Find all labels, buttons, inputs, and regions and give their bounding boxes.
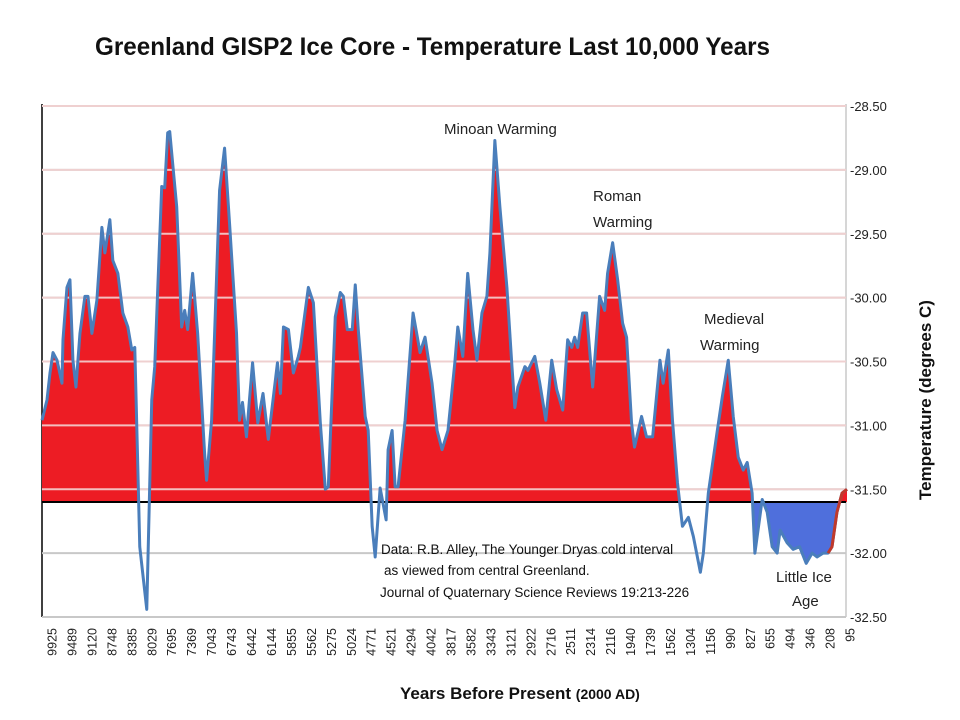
y-tick-label: -30.50	[850, 355, 887, 370]
y-tick-label: -30.00	[850, 291, 887, 306]
x-tick-label: 6743	[225, 628, 239, 656]
temperature-line	[40, 130, 848, 611]
x-tick-label: 2511	[564, 628, 578, 655]
x-tick-label: 9120	[85, 628, 99, 656]
x-tick-label: 2922	[524, 628, 538, 656]
x-tick-label: 2116	[604, 628, 618, 655]
x-tick-label: 7695	[165, 628, 179, 656]
x-tick-label: 3121	[504, 628, 518, 656]
series-lines	[40, 130, 848, 611]
x-tick-label: 346	[804, 628, 818, 649]
x-tick-label: 95	[844, 628, 858, 642]
x-tick-label: 7369	[185, 628, 199, 656]
annotation-little-ice-age-line2: Age	[792, 593, 819, 610]
y-axis-title: Temperature (degrees C)	[916, 300, 935, 500]
x-tick-label: 1304	[684, 628, 698, 656]
chart-title: Greenland GISP2 Ice Core - Temperature L…	[95, 33, 770, 61]
y-tick-label: -32.00	[850, 546, 887, 561]
x-tick-label: 4521	[385, 628, 399, 656]
data-source-line2: as viewed from central Greenland.	[384, 563, 590, 578]
area-fills	[42, 105, 847, 564]
x-tick-label: 827	[744, 628, 758, 649]
x-tick-label: 655	[764, 628, 778, 649]
y-tick-label: -31.00	[850, 418, 887, 433]
x-tick-label: 4771	[365, 628, 379, 656]
x-tick-label: 1940	[624, 628, 638, 656]
x-tick-label: 7043	[205, 628, 219, 656]
annotation-minoan-warming: Minoan Warming	[444, 121, 557, 138]
y-tick-label: -29.50	[850, 227, 887, 242]
x-tick-label: 3343	[484, 628, 498, 656]
annotation-medieval-warming-line1: Medieval	[704, 311, 764, 328]
data-source-line3: Journal of Quaternary Science Reviews 19…	[380, 585, 689, 600]
x-tick-label: 4042	[425, 628, 439, 656]
x-tick-label: 4294	[405, 628, 419, 656]
annotation-roman-warming-line2: Warming	[593, 214, 652, 231]
x-tick-label: 3582	[464, 628, 478, 656]
x-tick-label: 8029	[145, 628, 159, 656]
annotation-medieval-warming-line2: Warming	[700, 337, 759, 354]
x-tick-label: 3817	[445, 628, 459, 656]
x-tick-label: 9489	[65, 628, 79, 656]
y-tick-label: -29.00	[850, 163, 887, 178]
x-tick-label: 8385	[125, 628, 139, 656]
x-axis-ticks: 9925 9489 9120 8748 8385 8029 7695 7369 7043 6743…	[46, 628, 858, 656]
x-tick-label: 5275	[325, 628, 339, 656]
x-tick-label: 1156	[704, 628, 718, 655]
x-tick-label: 5562	[305, 628, 319, 656]
x-tick-label: 8748	[105, 628, 119, 656]
x-tick-label: 2716	[544, 628, 558, 656]
data-source-line1: Data: R.B. Alley, The Younger Dryas cold…	[381, 542, 673, 557]
annotation-little-ice-age-line1: Little Ice	[776, 569, 832, 586]
y-tick-label: -32.50	[850, 610, 887, 625]
x-tick-label: 6442	[245, 628, 259, 656]
y-axis-ticks: -28.50 -29.00 -29.50 -30.00 -30.50 -31.00 -31.…	[850, 99, 887, 625]
recent-temperature-line	[826, 488, 848, 554]
x-tick-label: 990	[724, 628, 738, 649]
x-tick-label: 5855	[285, 628, 299, 656]
x-tick-label: 1739	[644, 628, 658, 656]
y-tick-label: -28.50	[850, 99, 887, 114]
x-axis-title: Years Before Present (2000 AD)	[400, 684, 640, 703]
x-axis-title-suffix: (2000 AD)	[576, 686, 640, 702]
x-tick-label: 5024	[345, 628, 359, 656]
x-tick-label: 9925	[46, 628, 60, 656]
x-tick-label: 6144	[265, 628, 279, 656]
x-tick-label: 494	[784, 628, 798, 649]
x-tick-label: 2314	[584, 628, 598, 656]
x-tick-label: 208	[824, 628, 838, 649]
x-axis-title-main: Years Before Present	[400, 684, 571, 703]
y-tick-label: -31.50	[850, 482, 887, 497]
x-tick-label: 1562	[664, 628, 678, 656]
annotation-roman-warming-line1: Roman	[593, 188, 641, 205]
